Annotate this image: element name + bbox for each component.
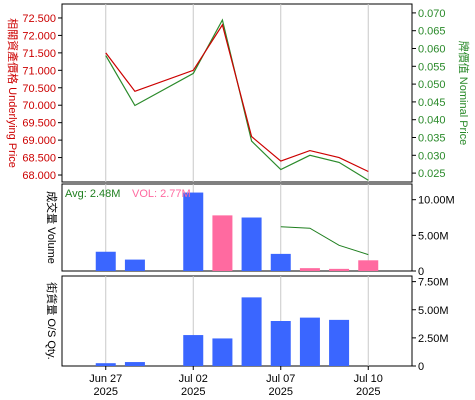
xtick-label-date: Jul 02 — [179, 373, 208, 385]
xtick-label-year: 2025 — [94, 386, 118, 398]
series-nominal-line — [105, 18, 369, 181]
avg-label: Avg: 2.48M — [65, 188, 120, 200]
ytick-label: 2.50M — [418, 333, 449, 345]
xtick-label-year: 2025 — [269, 386, 293, 398]
bar-volume-5 — [212, 215, 233, 271]
bar-outstanding-6 — [241, 297, 262, 366]
ytick-right-label: 0.055 — [418, 61, 446, 73]
ytick-right-label: 0.050 — [418, 79, 446, 91]
ylabel-left: 相關資產價格 Underlying Price — [6, 18, 20, 168]
ytick-left-label: 68.000 — [22, 170, 56, 182]
bar-volume-10 — [358, 260, 379, 271]
vol-label: VOL: 2.77M — [132, 188, 191, 200]
ylabel-right: 牌價值 Nominal Price — [457, 41, 471, 146]
bar-outstanding-2 — [124, 362, 145, 366]
ytick-left-label: 70.500 — [22, 83, 56, 95]
ytick-left-label: 72.500 — [22, 13, 56, 25]
ytick-left-label: 69.500 — [22, 118, 56, 130]
bar-volume-1 — [95, 251, 116, 271]
bar-outstanding-4 — [183, 335, 204, 366]
bar-volume-6 — [241, 217, 262, 271]
ytick-left-label: 71.000 — [22, 65, 56, 77]
ytick-right-label: 0.030 — [418, 150, 446, 162]
ytick-left-label: 69.000 — [22, 135, 56, 147]
ylabel-outstanding: 街貨量 O/S Qty. — [45, 282, 59, 359]
panel-frame-0 — [61, 3, 413, 183]
ytick-label: 10.00M — [418, 195, 455, 207]
ytick-label: 0 — [418, 266, 424, 278]
xtick-label-date: Jun 27 — [89, 373, 122, 385]
bar-outstanding-8 — [299, 317, 320, 366]
ytick-left-label: 72.000 — [22, 30, 56, 42]
ytick-right-label: 0.060 — [418, 44, 446, 56]
bar-volume-8 — [299, 268, 320, 271]
series-underlying-line — [105, 23, 369, 173]
bar-outstanding-7 — [270, 321, 291, 366]
ytick-left-label: 71.500 — [22, 48, 56, 60]
ytick-right-label: 0.025 — [418, 168, 446, 180]
ytick-label: 5.00M — [418, 305, 449, 317]
ytick-label: 0 — [418, 361, 424, 373]
ytick-right-label: 0.045 — [418, 97, 446, 109]
bar-outstanding-5 — [212, 338, 233, 366]
panel-frame-2 — [61, 275, 413, 367]
ytick-right-label: 0.035 — [418, 133, 446, 145]
bar-volume-9 — [329, 268, 350, 271]
xtick-label-year: 2025 — [181, 386, 205, 398]
bar-volume-7 — [270, 253, 291, 271]
xtick-label-date: Jul 10 — [354, 373, 383, 385]
ytick-left-label: 68.500 — [22, 153, 56, 165]
bar-volume-4 — [183, 192, 204, 271]
xtick-label-date: Jul 07 — [266, 373, 295, 385]
bar-outstanding-1 — [95, 363, 116, 366]
ytick-right-label: 0.040 — [418, 115, 446, 127]
bar-outstanding-9 — [329, 319, 350, 366]
volume-avg-line — [280, 226, 369, 256]
xtick-label-year: 2025 — [356, 386, 380, 398]
panel-frame-1 — [61, 183, 413, 272]
bar-volume-2 — [124, 259, 145, 271]
ylabel-volume: 成交量 Volume — [45, 191, 59, 264]
ytick-right-label: 0.065 — [418, 26, 446, 38]
ytick-label: 5.00M — [418, 230, 449, 242]
ytick-right-label: 0.070 — [418, 8, 446, 20]
ytick-left-label: 70.000 — [22, 100, 56, 112]
ytick-label: 7.50M — [418, 277, 449, 289]
